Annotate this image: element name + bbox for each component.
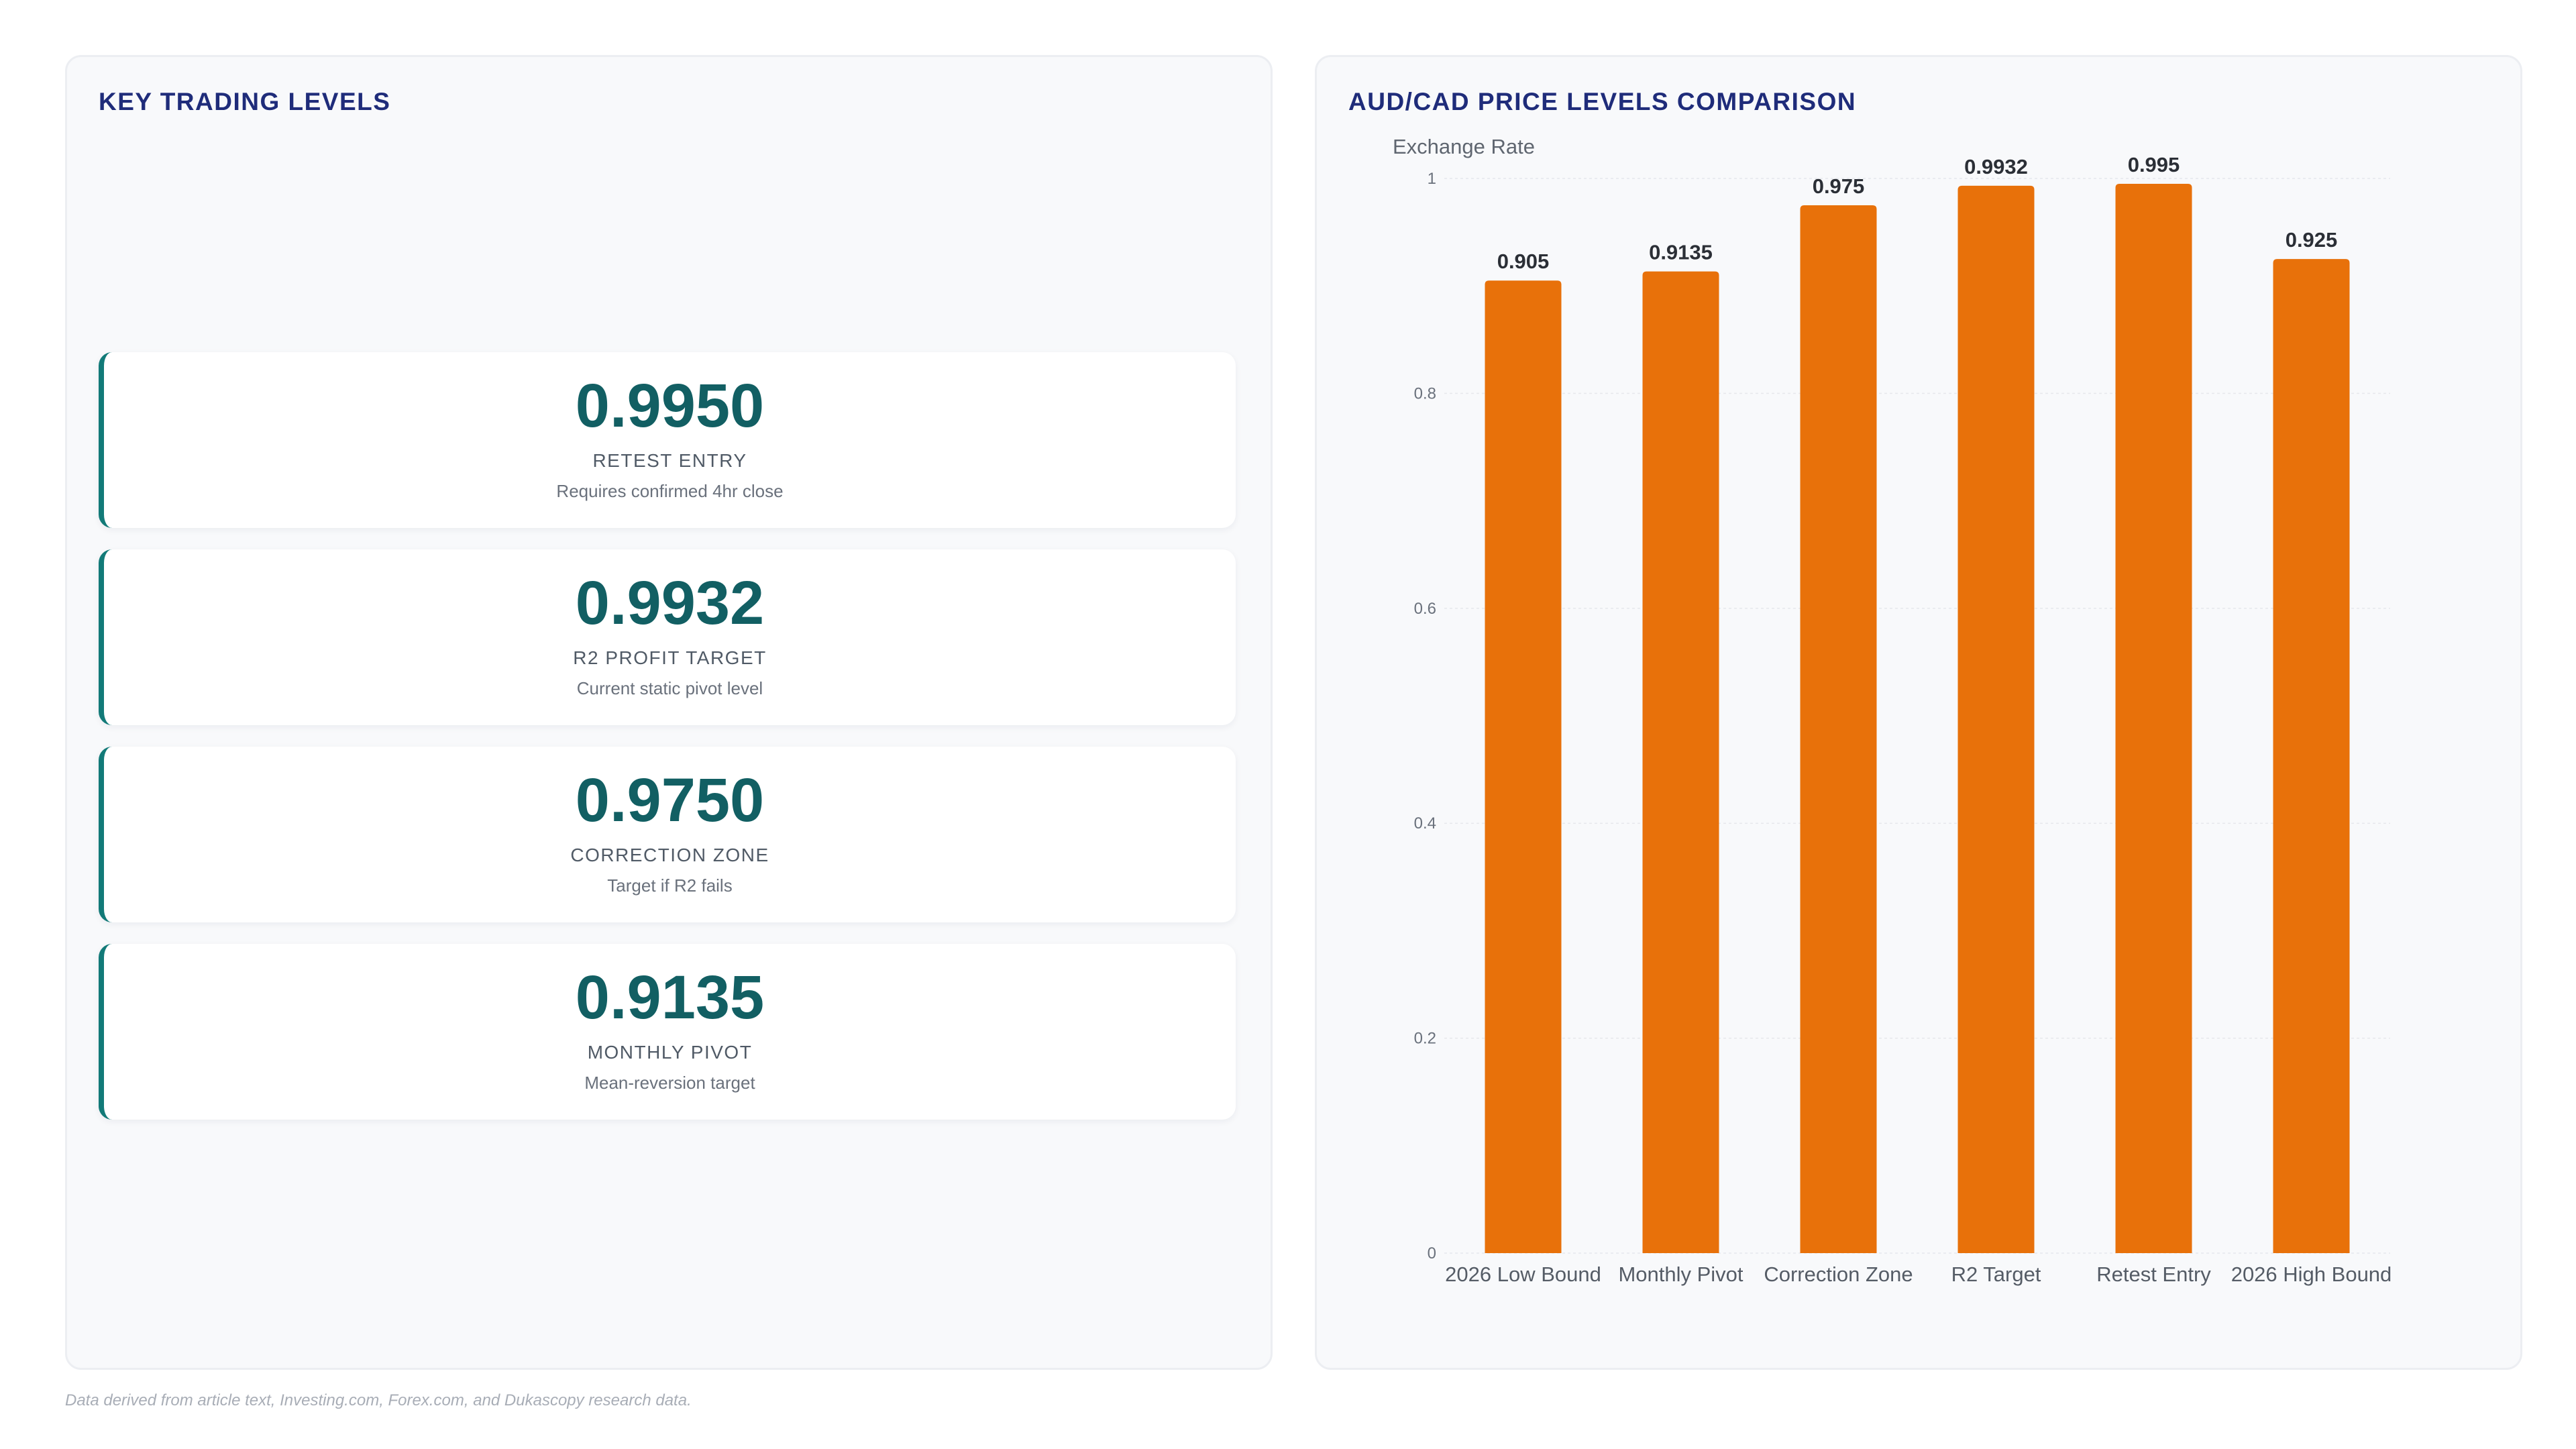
- level-card-retest-entry: 0.9950 RETEST ENTRY Requires confirmed 4…: [99, 352, 1236, 528]
- x-tick-label: 2026 Low Bound: [1445, 1263, 1601, 1286]
- bar-value-label: 0.975: [1813, 174, 1865, 198]
- level-value: 0.9932: [575, 569, 765, 637]
- level-description: Target if R2 fails: [607, 875, 733, 896]
- y-tick-label: 0.4: [1414, 814, 1436, 833]
- source-footnote: Data derived from article text, Investin…: [65, 1391, 692, 1409]
- level-description: Requires confirmed 4hr close: [556, 481, 784, 501]
- bar: [1957, 185, 2035, 1254]
- key-levels-panel: KEY TRADING LEVELS 0.9950 RETEST ENTRY R…: [65, 55, 1273, 1370]
- level-value: 0.9950: [575, 372, 765, 440]
- bar: [1485, 280, 1562, 1254]
- y-tick-label: 1: [1428, 170, 1436, 188]
- level-card-correction-zone: 0.9750 CORRECTION ZONE Target if R2 fail…: [99, 747, 1236, 922]
- level-label: CORRECTION ZONE: [570, 845, 769, 865]
- bar: [1800, 205, 1877, 1253]
- y-tick-label: 0: [1428, 1244, 1436, 1263]
- chart-panel: AUD/CAD PRICE LEVELS COMPARISON 0 0.2 0.4 0…: [1315, 55, 2522, 1370]
- bar-value-labels: 0.905 0.9135 0.975 0.9932 0.995 0.925: [1497, 153, 2338, 273]
- bar: [2273, 259, 2350, 1253]
- level-value: 0.9135: [575, 963, 765, 1032]
- x-tick-label: Retest Entry: [2096, 1263, 2211, 1286]
- level-card-monthly-pivot: 0.9135 MONTHLY PIVOT Mean-reversion targ…: [99, 944, 1236, 1120]
- x-axis-ticks: 2026 Low Bound Monthly Pivot Correction Zo…: [1445, 1263, 2392, 1286]
- x-tick-label: 2026 High Bound: [2231, 1263, 2392, 1286]
- bar-value-label: 0.925: [2286, 228, 2338, 252]
- bar-value-label: 0.995: [2128, 153, 2180, 176]
- x-tick-label: R2 Target: [1951, 1263, 2041, 1286]
- chart-bars: [1485, 184, 2350, 1254]
- bar-value-label: 0.9932: [1964, 155, 2028, 178]
- y-tick-label: 0.8: [1414, 384, 1436, 402]
- bar-value-label: 0.9135: [1649, 241, 1713, 264]
- y-tick-label: 0.6: [1414, 600, 1436, 618]
- level-label: MONTHLY PIVOT: [587, 1042, 753, 1063]
- bar-value-label: 0.905: [1497, 250, 1550, 273]
- key-levels-title: KEY TRADING LEVELS: [99, 88, 391, 115]
- chart-title: AUD/CAD PRICE LEVELS COMPARISON: [1348, 88, 1857, 115]
- level-description: Current static pivot level: [576, 678, 763, 698]
- level-card-r2-target: 0.9932 R2 PROFIT TARGET Current static p…: [99, 549, 1236, 725]
- chart-gridlines: [1444, 178, 2390, 1254]
- x-tick-label: Monthly Pivot: [1618, 1263, 1743, 1286]
- x-tick-label: Correction Zone: [1764, 1263, 1913, 1286]
- level-label: RETEST ENTRY: [592, 450, 747, 471]
- bar: [2115, 184, 2192, 1253]
- y-axis-ticks: 0 0.2 0.4 0.6 0.8 1: [1414, 170, 1436, 1263]
- y-tick-label: 0.2: [1414, 1030, 1436, 1048]
- level-cards: 0.9950 RETEST ENTRY Requires confirmed 4…: [99, 352, 1236, 1141]
- level-description: Mean-reversion target: [584, 1073, 755, 1093]
- level-label: R2 PROFIT TARGET: [573, 647, 767, 668]
- y-axis-label: Exchange Rate: [1393, 135, 1535, 158]
- level-value: 0.9750: [575, 766, 765, 835]
- bar: [1642, 271, 1719, 1253]
